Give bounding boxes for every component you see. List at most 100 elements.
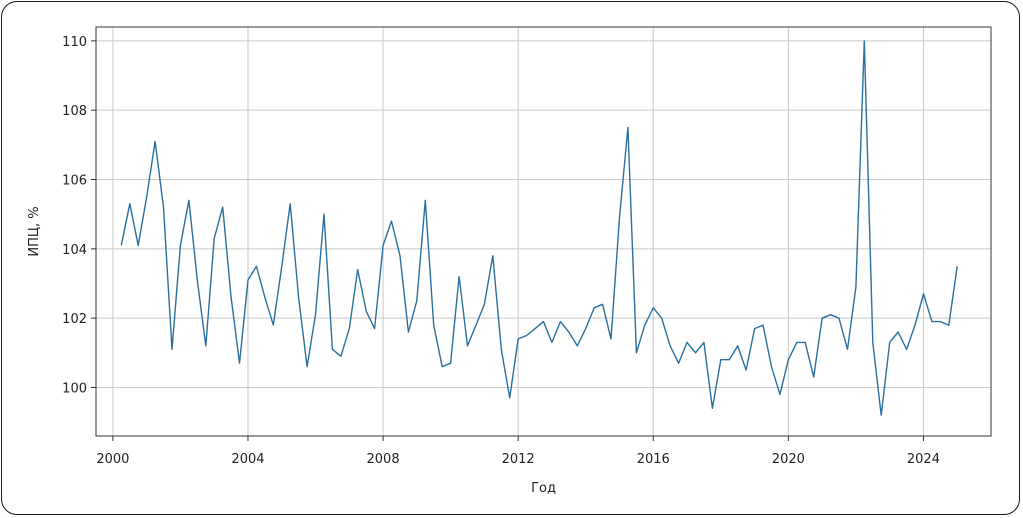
data-point xyxy=(821,317,823,319)
data-point xyxy=(880,414,882,416)
data-point xyxy=(711,407,713,409)
data-point xyxy=(939,320,941,322)
data-point xyxy=(188,199,190,201)
data-point xyxy=(956,265,958,267)
data-point xyxy=(365,310,367,312)
data-point xyxy=(770,366,772,368)
data-point xyxy=(534,327,536,329)
data-point xyxy=(129,203,131,205)
data-point xyxy=(196,279,198,281)
data-point xyxy=(644,324,646,326)
x-tick-label: 2000 xyxy=(96,452,129,467)
data-point xyxy=(787,359,789,361)
data-point xyxy=(382,244,384,246)
x-tick-label: 2016 xyxy=(637,452,670,467)
x-tick-label: 2008 xyxy=(367,452,400,467)
grid-lines xyxy=(96,27,991,436)
data-point xyxy=(357,268,359,270)
x-axis-label: Год xyxy=(531,481,556,496)
plot-area xyxy=(95,26,992,437)
data-point xyxy=(416,300,418,302)
data-point xyxy=(542,320,544,322)
data-point xyxy=(585,327,587,329)
data-point xyxy=(931,320,933,322)
data-point xyxy=(686,341,688,343)
data-point xyxy=(677,362,679,364)
y-tick-label: 100 xyxy=(62,381,87,396)
series-line xyxy=(120,40,958,416)
data-point xyxy=(872,341,874,343)
data-point xyxy=(348,327,350,329)
y-tick-label: 108 xyxy=(62,104,87,119)
data-point xyxy=(720,359,722,361)
data-point xyxy=(753,327,755,329)
x-tick-label: 2012 xyxy=(502,452,535,467)
x-tick-label: 2004 xyxy=(231,452,264,467)
data-point xyxy=(737,345,739,347)
data-point xyxy=(230,296,232,298)
data-point xyxy=(137,244,139,246)
data-point xyxy=(255,265,257,267)
data-point xyxy=(297,296,299,298)
data-point xyxy=(745,369,747,371)
data-point xyxy=(804,341,806,343)
data-point xyxy=(331,348,333,350)
x-tick-label: 2024 xyxy=(907,452,940,467)
axis-ticks: 2000 2004 2008 2012 2016 2020 2024 100 102 104 106… xyxy=(62,35,940,467)
data-point xyxy=(559,320,561,322)
data-point xyxy=(694,352,696,354)
data-point xyxy=(272,324,274,326)
y-axis-label: ИПЦ, % xyxy=(27,206,42,256)
series-layer xyxy=(120,40,958,416)
data-point xyxy=(703,341,705,343)
data-point xyxy=(922,293,924,295)
data-point xyxy=(458,275,460,277)
data-point xyxy=(948,324,950,326)
data-point xyxy=(433,324,435,326)
y-tick-label: 102 xyxy=(62,312,87,327)
data-point xyxy=(669,345,671,347)
data-point xyxy=(593,307,595,309)
data-point xyxy=(568,331,570,333)
data-point xyxy=(171,348,173,350)
data-point xyxy=(635,352,637,354)
data-point xyxy=(247,279,249,281)
data-point xyxy=(661,317,663,319)
data-point xyxy=(897,331,899,333)
data-point xyxy=(618,216,620,218)
data-point xyxy=(120,244,122,246)
data-point xyxy=(323,213,325,215)
data-point xyxy=(373,327,375,329)
data-point xyxy=(205,345,207,347)
data-point xyxy=(281,265,283,267)
data-point xyxy=(551,341,553,343)
data-point xyxy=(483,303,485,305)
data-point xyxy=(889,341,891,343)
data-point xyxy=(390,220,392,222)
data-point xyxy=(340,355,342,357)
data-point xyxy=(407,331,409,333)
y-tick-label: 110 xyxy=(62,35,87,50)
y-tick-label: 104 xyxy=(62,243,87,258)
data-point xyxy=(905,348,907,350)
data-point xyxy=(846,348,848,350)
data-point xyxy=(914,324,916,326)
data-point xyxy=(424,199,426,201)
data-point xyxy=(627,126,629,128)
data-point xyxy=(728,359,730,361)
data-point xyxy=(146,196,148,198)
data-point xyxy=(449,362,451,364)
data-point xyxy=(509,397,511,399)
x-tick-label: 2020 xyxy=(772,452,805,467)
data-point xyxy=(610,338,612,340)
data-point xyxy=(863,40,865,42)
y-tick-label: 106 xyxy=(62,174,87,189)
data-point xyxy=(264,296,266,298)
data-point xyxy=(213,237,215,239)
data-point xyxy=(238,362,240,364)
data-point xyxy=(306,366,308,368)
data-point xyxy=(466,345,468,347)
data-point xyxy=(855,286,857,288)
